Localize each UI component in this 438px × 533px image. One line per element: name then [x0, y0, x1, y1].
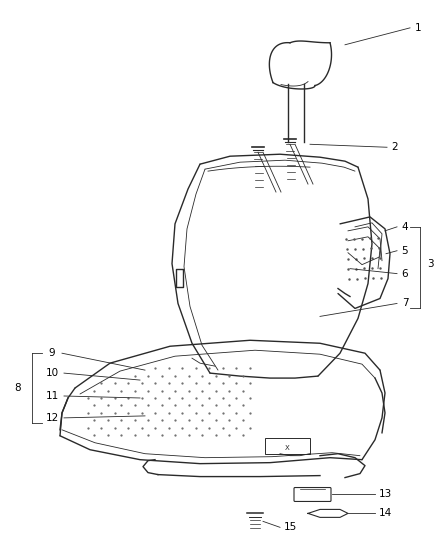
- Text: 2: 2: [391, 142, 397, 152]
- Text: 3: 3: [426, 259, 432, 269]
- Text: 14: 14: [378, 508, 391, 519]
- Text: 9: 9: [49, 348, 55, 358]
- Text: 6: 6: [401, 269, 407, 279]
- Text: 4: 4: [401, 222, 407, 232]
- Text: 12: 12: [45, 413, 59, 423]
- Text: 11: 11: [45, 391, 59, 401]
- Bar: [265, 438, 309, 454]
- Text: 5: 5: [401, 246, 407, 256]
- Text: X: X: [284, 445, 289, 451]
- Text: 15: 15: [283, 522, 296, 532]
- Text: 8: 8: [14, 383, 21, 393]
- Text: 10: 10: [46, 368, 58, 378]
- Text: 7: 7: [401, 298, 407, 309]
- Text: 13: 13: [378, 489, 391, 499]
- Text: 1: 1: [414, 23, 420, 33]
